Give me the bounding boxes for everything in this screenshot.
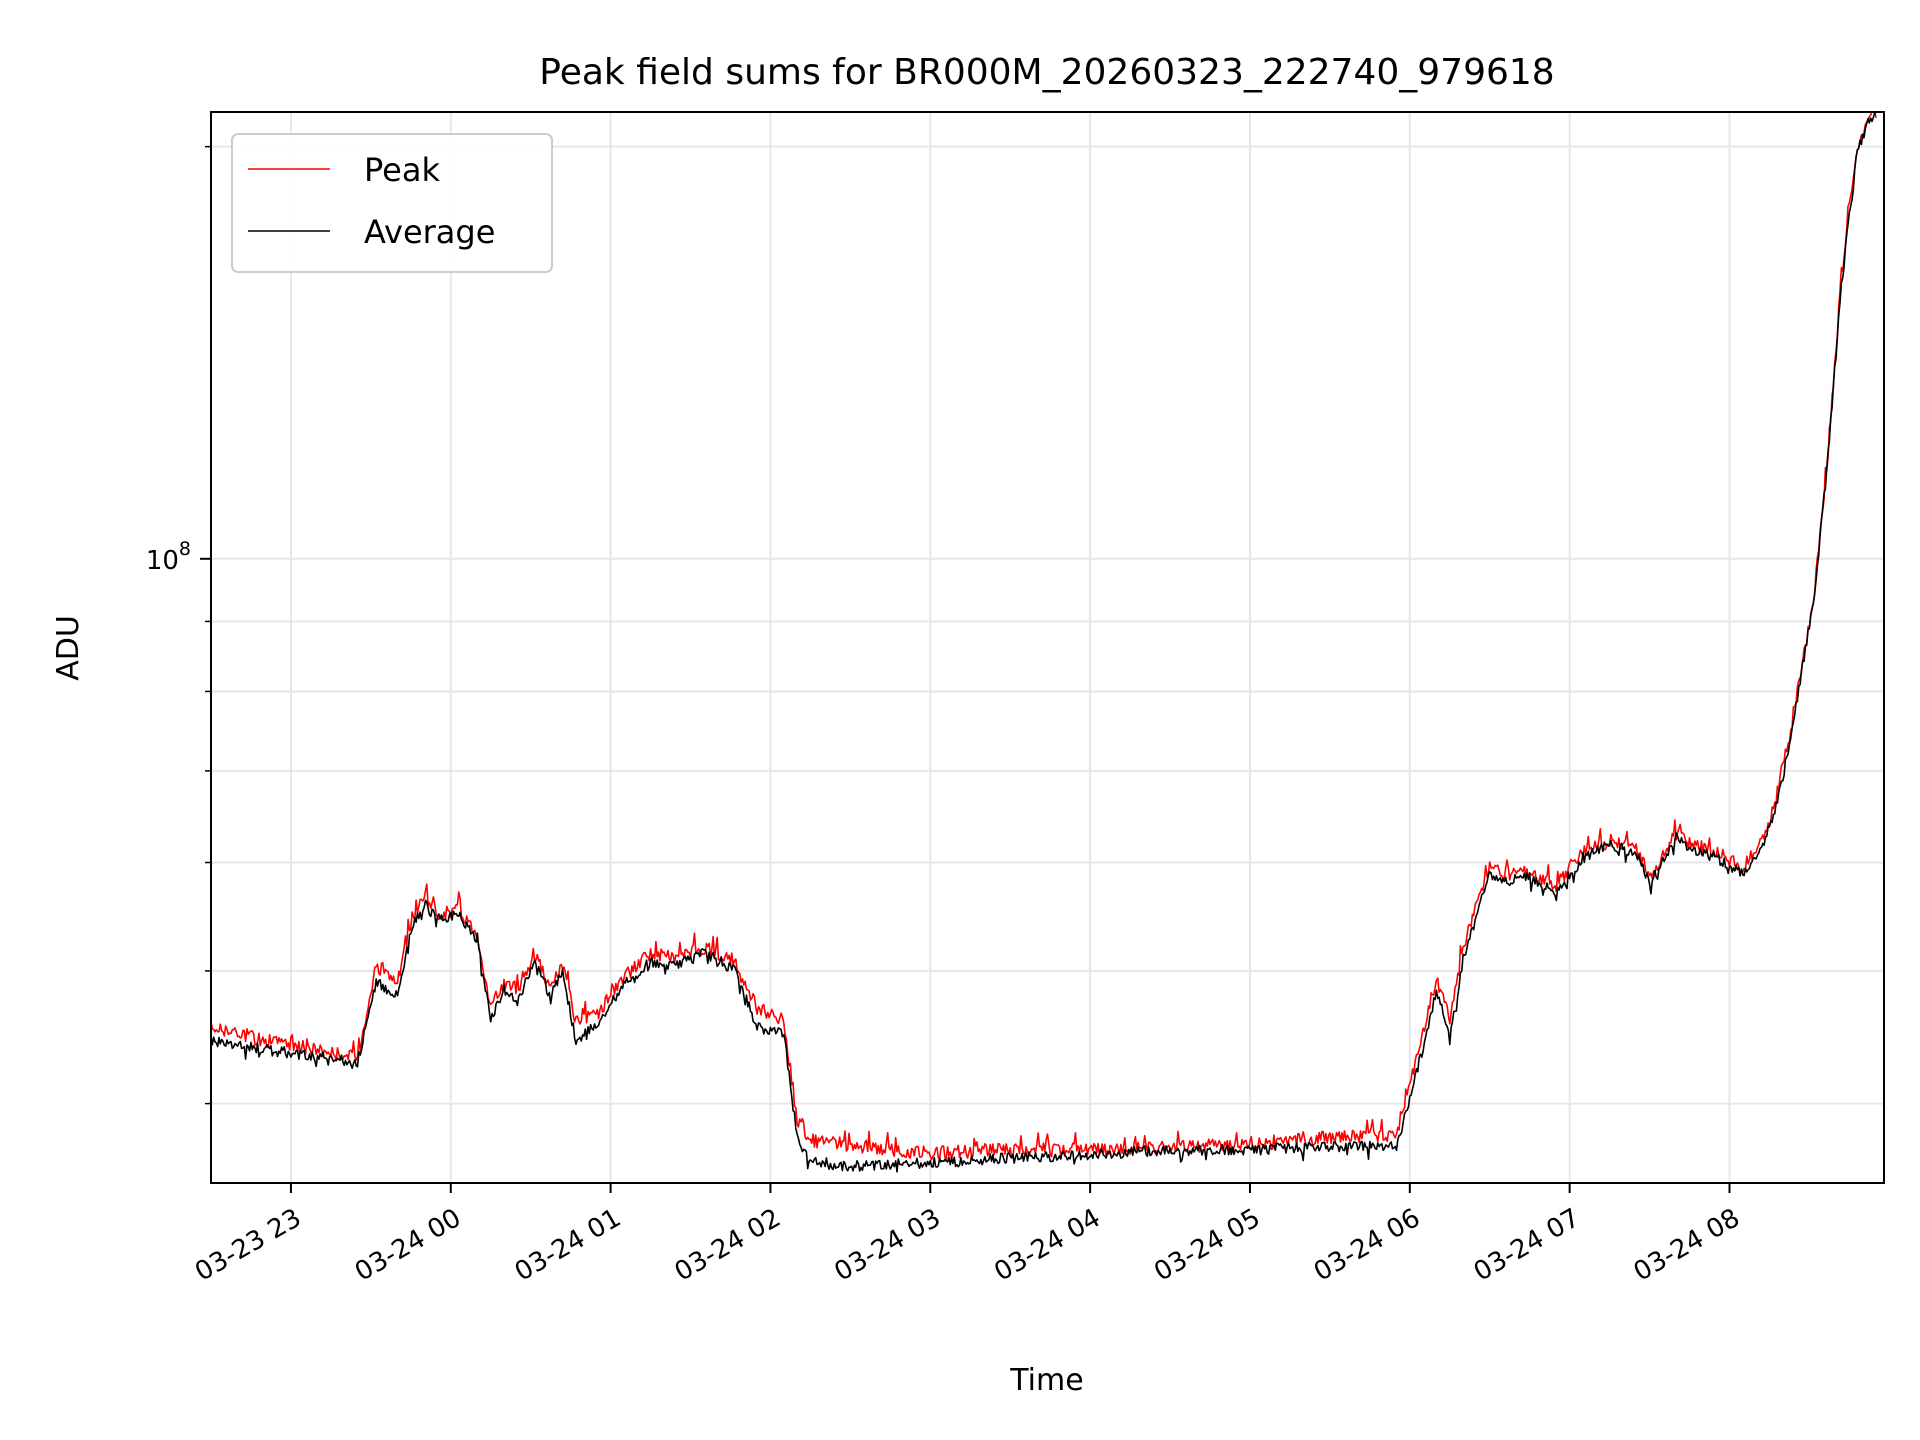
grid	[211, 112, 1884, 1183]
legend: Peak Average	[231, 133, 553, 273]
series-line-average	[211, 112, 1877, 1173]
x-axis-label: Time	[1009, 1363, 1083, 1398]
legend-label-average: Average	[364, 213, 495, 251]
y-tick-label: 108	[146, 538, 191, 576]
chart-title: Peak field sums for BR000M_20260323_2227…	[539, 52, 1554, 93]
plot-frame	[210, 111, 1885, 1184]
y-axis: 108	[146, 145, 211, 1105]
legend-label-peak: Peak	[364, 151, 440, 189]
y-axis-label: ADU	[51, 615, 86, 681]
plot-area	[211, 112, 1877, 1173]
